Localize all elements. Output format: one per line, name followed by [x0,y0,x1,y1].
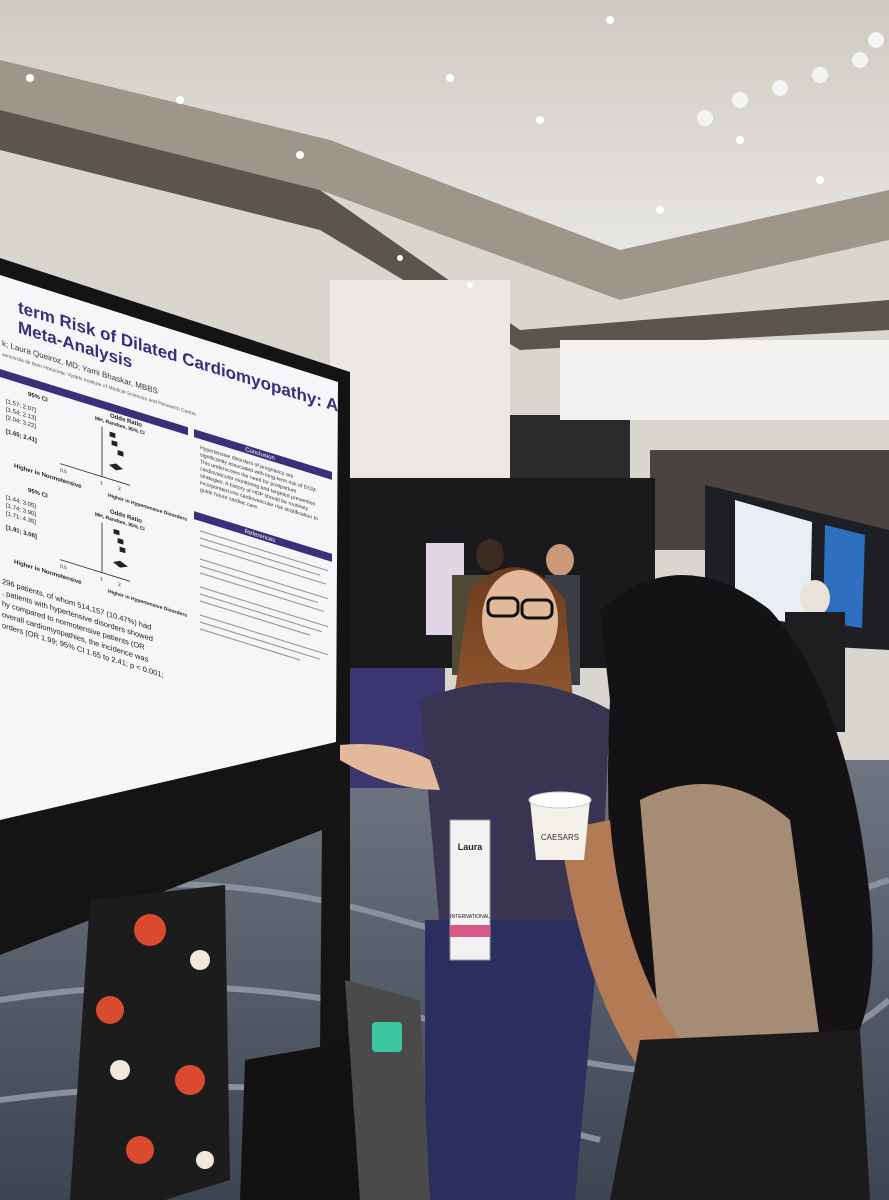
axis-label: 2 [118,582,121,589]
presenter: Laura INTERNATIONAL [340,567,610,1200]
axis-label: 0.5 [60,468,67,476]
badge-ribbon: INTERNATIONAL [450,914,490,920]
axis-label: 1 [100,576,103,583]
axis-label: 1 [100,480,103,487]
cup-brand: CAESARS [541,833,579,842]
badge-name: Laura [458,842,484,852]
axis-label: 2 [118,486,121,493]
visitor: CAESARS [528,575,873,1200]
person-left-edge [70,885,230,1200]
axis-label: 0.5 [60,564,67,572]
bags [240,980,430,1200]
